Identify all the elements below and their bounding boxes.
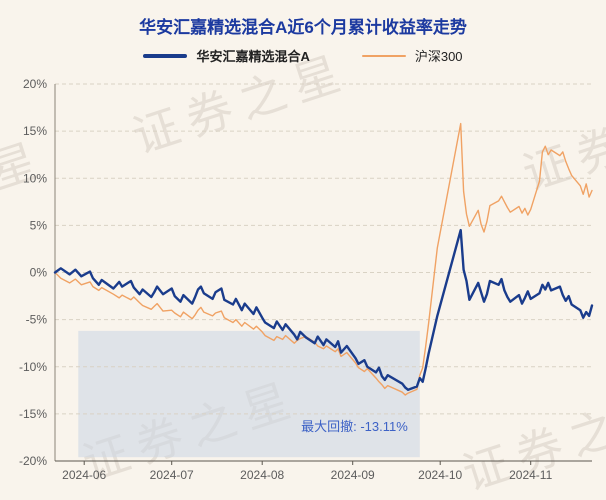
page-title: 华安汇嘉精选混合A近6个月累计收益率走势: [139, 18, 467, 37]
x-tick-label: 2024-06: [62, 468, 106, 482]
x-tick-label: 2024-11: [509, 468, 552, 482]
fund-legend-label: 华安汇嘉精选混合A: [196, 49, 310, 64]
y-tick-label: 0%: [30, 266, 48, 280]
y-tick-label: -10%: [19, 360, 47, 374]
index-legend-label: 沪深300: [414, 49, 463, 64]
y-tick-label: -20%: [19, 454, 47, 468]
max-drawdown-region: [78, 330, 420, 458]
x-tick-label: 2024-08: [240, 468, 284, 482]
legend: 华安汇嘉精选混合A 沪深300: [0, 46, 606, 65]
y-tick-label: 10%: [23, 171, 47, 185]
y-tick-label: 15%: [23, 124, 47, 138]
index-line: [54, 122, 593, 396]
y-tick-label: 20%: [23, 77, 47, 91]
x-tick-label: 2024-09: [331, 468, 375, 482]
legend-item-fund: 华安汇嘉精选混合A: [143, 46, 310, 65]
x-tick-label: 2024-10: [418, 468, 462, 482]
legend-item-index: 沪深300: [361, 46, 463, 65]
fund-line: [53, 228, 594, 391]
y-tick-label: -15%: [19, 407, 47, 421]
x-tick-label: 2024-07: [150, 468, 194, 482]
max-drawdown-label: 最大回撤: -13.11%: [301, 419, 408, 434]
fund-line-swatch: [143, 53, 188, 58]
y-tick-label: 5%: [30, 218, 48, 232]
index-line-swatch: [361, 54, 406, 57]
y-tick-label: -5%: [26, 313, 48, 327]
